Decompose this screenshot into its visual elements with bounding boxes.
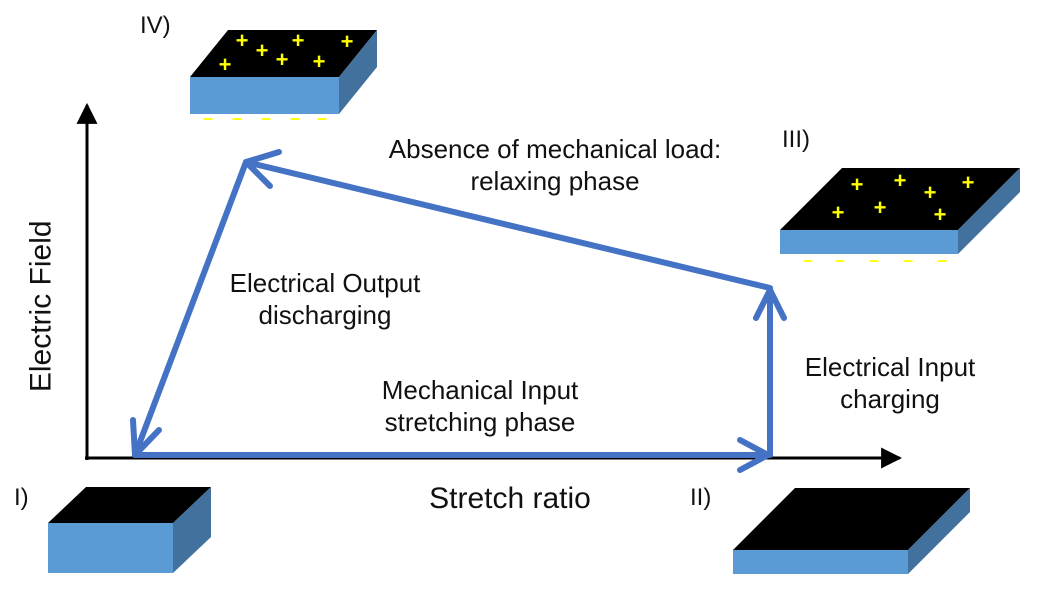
charge-symbols: + + + ++ + ++ + +++ + +– – – – –– – – – – — [203, 28, 974, 270]
block-state-iv — [190, 30, 377, 114]
negative-charge: – — [261, 108, 271, 128]
negative-charge: – — [903, 250, 913, 270]
block-state-ii — [733, 488, 970, 574]
negative-charge: – — [232, 108, 242, 128]
negative-charge: – — [835, 250, 845, 270]
phase-label-electrical-output: Electrical Output discharging — [229, 268, 421, 330]
phase-label-mechanical-input: Mechanical Input stretching phase — [381, 375, 579, 437]
block-state-iii — [780, 168, 1020, 254]
negative-charge: – — [203, 108, 213, 128]
negative-charge: – — [803, 250, 813, 270]
phase-label-electrical-input: Electrical Input charging — [804, 352, 976, 414]
positive-charge: + — [894, 168, 907, 193]
arrow-electrical-output-head — [130, 417, 162, 458]
positive-charge: + — [236, 28, 249, 53]
positive-charge: + — [851, 172, 864, 197]
state-label-i: I) — [14, 484, 29, 511]
negative-charge: – — [869, 250, 879, 270]
positive-charge: + — [962, 170, 975, 195]
positive-charge: + — [292, 28, 305, 53]
phase-label-relaxing: Absence of mechanical load: relaxing pha… — [388, 134, 722, 196]
positive-charge: + — [934, 202, 947, 227]
positive-charge: + — [256, 38, 269, 63]
negative-charge: – — [937, 250, 947, 270]
block-state-i — [48, 487, 211, 573]
arrow-relaxing — [243, 159, 773, 291]
state-label-iii: III) — [782, 126, 810, 153]
positive-charge: + — [832, 200, 845, 225]
positive-charge: + — [874, 195, 887, 220]
positive-charge: + — [276, 47, 289, 72]
state-label-iv: IV) — [140, 12, 171, 39]
positive-charge: + — [341, 29, 354, 54]
negative-charge: – — [290, 108, 300, 128]
positive-charge: + — [313, 49, 326, 74]
state-label-ii: II) — [690, 484, 712, 511]
positive-charge: + — [924, 180, 937, 205]
negative-charge: – — [317, 108, 327, 128]
positive-charge: + — [219, 52, 232, 77]
y-axis-label: Electric Field — [24, 220, 58, 393]
arrow-electrical-output — [132, 159, 249, 458]
x-axis-label: Stretch ratio — [429, 482, 591, 515]
